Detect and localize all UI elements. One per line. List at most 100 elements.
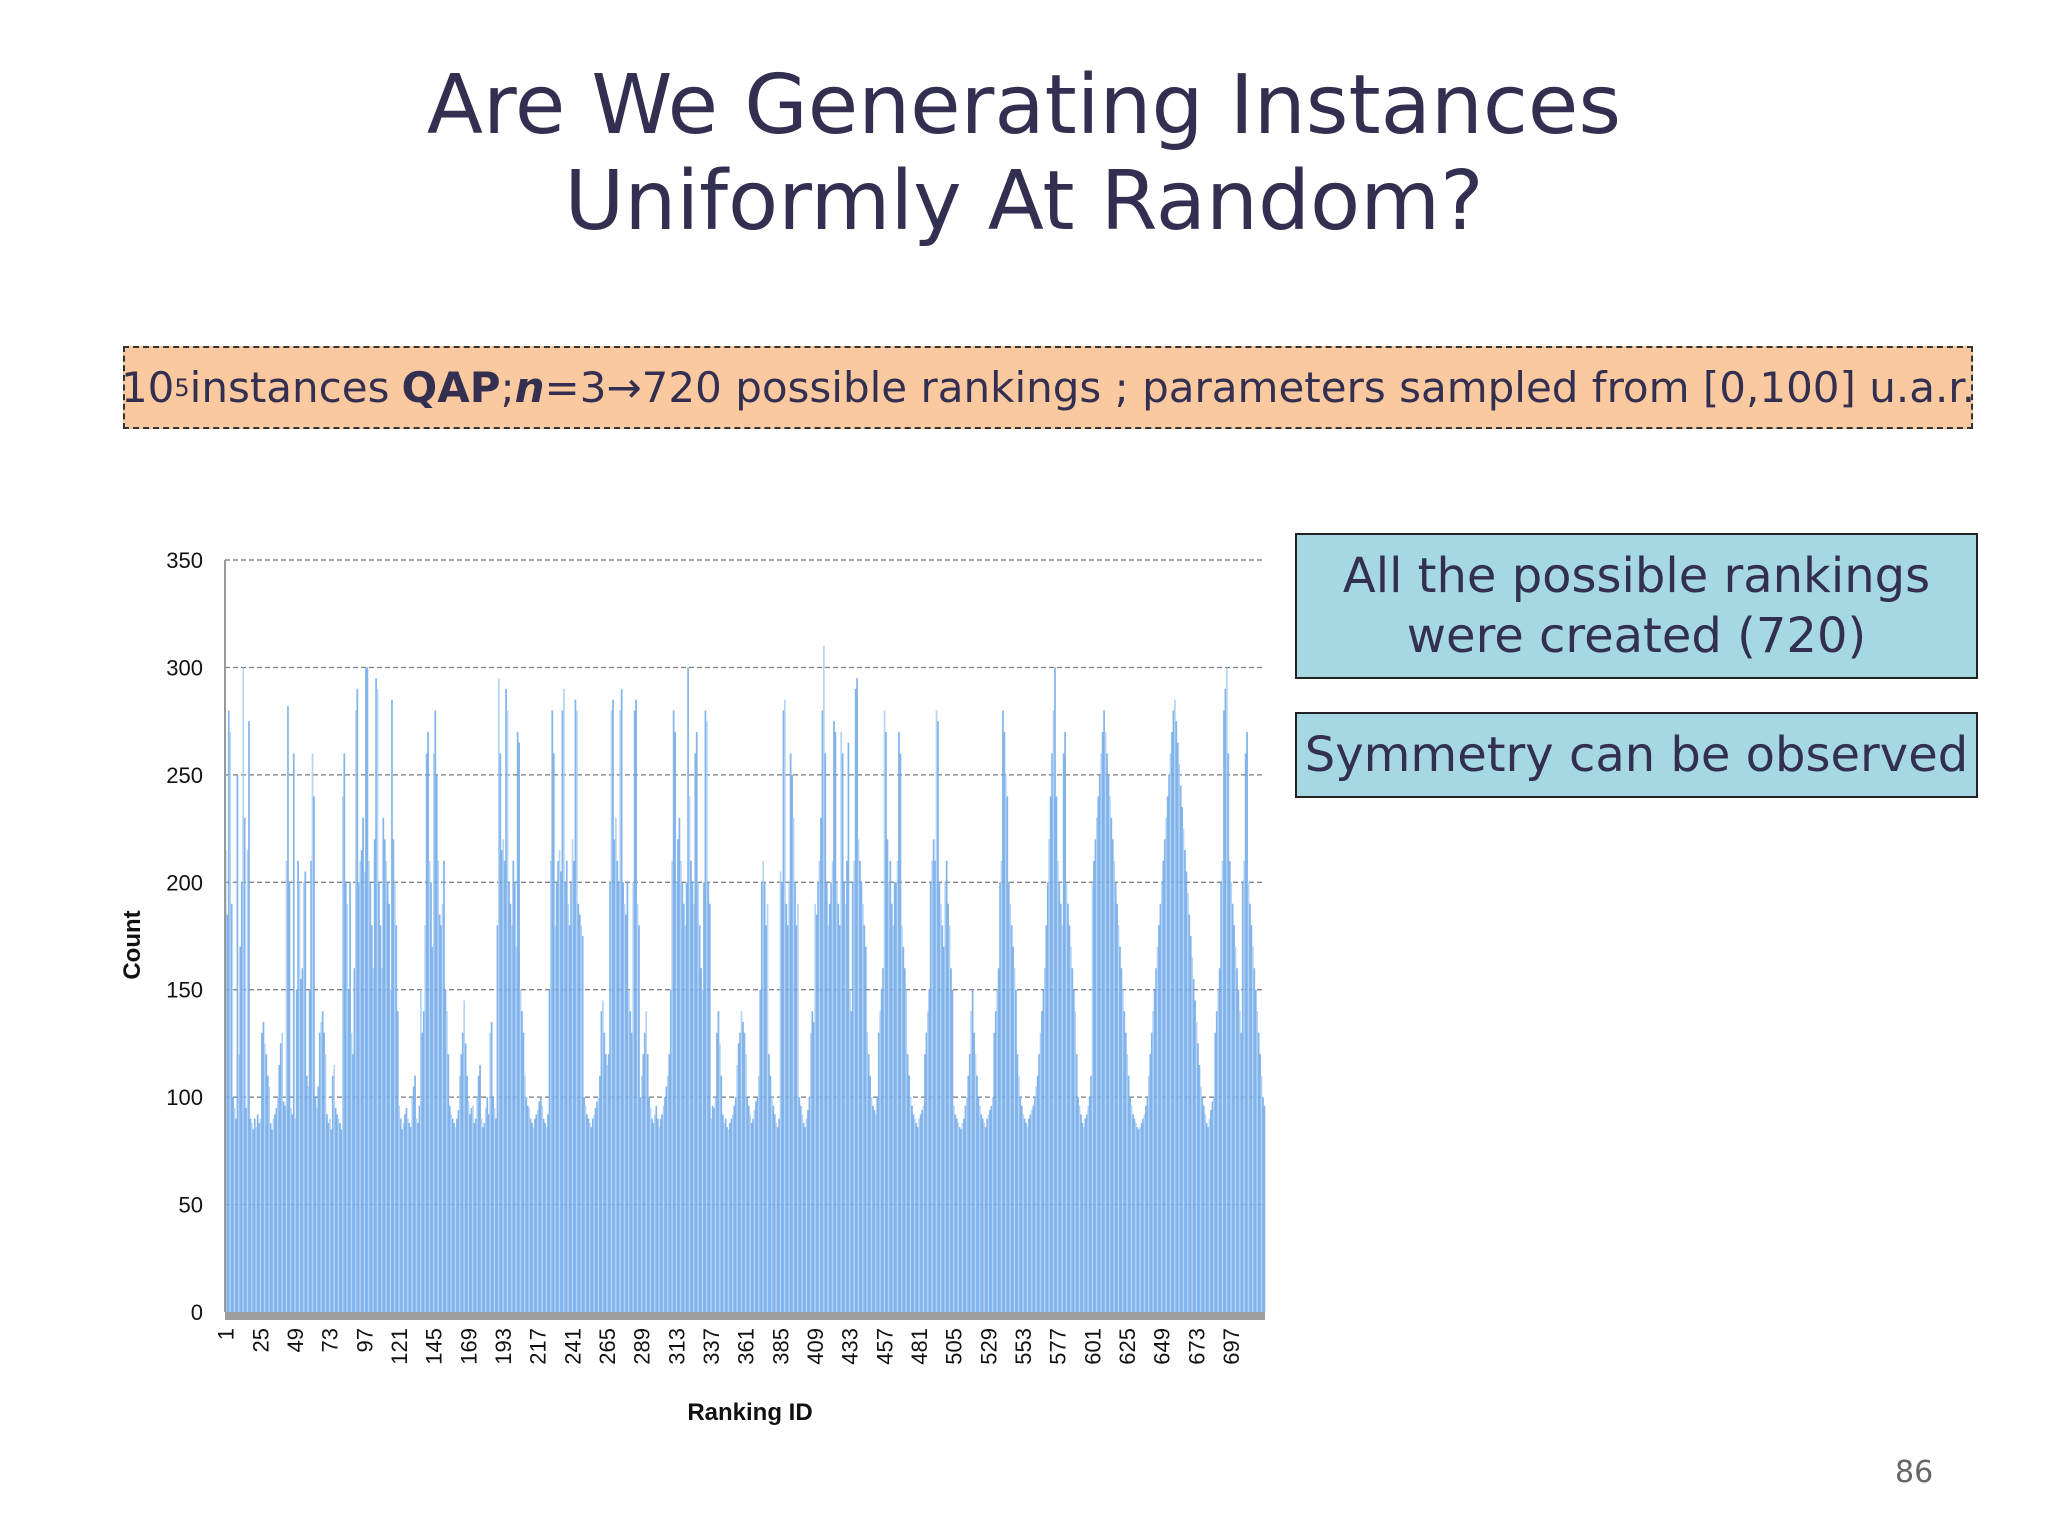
bar-620 — [1119, 946, 1121, 1312]
bar-662 — [1179, 785, 1182, 1312]
bar-679 — [1204, 1114, 1207, 1312]
bar-517 — [970, 1011, 973, 1312]
bar-401 — [802, 1122, 805, 1312]
bar-484 — [922, 1105, 925, 1312]
bar-451 — [875, 1114, 877, 1312]
banner-qap: QAP — [401, 363, 501, 412]
bar-296 — [651, 1118, 653, 1312]
bar-576 — [1055, 796, 1058, 1312]
bar-346 — [723, 1122, 726, 1312]
x-tick-label-505: 505 — [942, 1328, 967, 1365]
bar-272 — [616, 860, 619, 1312]
bar-302 — [659, 1118, 662, 1312]
bar-295 — [649, 1107, 652, 1312]
bar-616 — [1113, 860, 1116, 1312]
bar-548 — [1015, 989, 1017, 1312]
bar-310 — [671, 860, 674, 1312]
bar-429 — [843, 882, 845, 1312]
bar-528 — [986, 1118, 988, 1312]
bar-262 — [602, 1000, 604, 1312]
bar-172 — [472, 1105, 474, 1312]
bar-492 — [934, 860, 936, 1312]
bar-118 — [394, 882, 396, 1312]
bar-607 — [1100, 753, 1103, 1312]
bar-433 — [849, 989, 851, 1312]
bar-382 — [775, 1122, 778, 1312]
bar-72 — [327, 1122, 330, 1312]
x-tick-label-601: 601 — [1080, 1328, 1105, 1365]
bar-526 — [983, 1122, 986, 1312]
bar-498 — [942, 946, 945, 1312]
bar-572 — [1049, 796, 1052, 1312]
bar-512 — [963, 1118, 965, 1312]
title-line-1: Are We Generating Instances — [426, 58, 1622, 153]
bar-343 — [719, 1043, 721, 1312]
bar-700 — [1234, 946, 1237, 1312]
bar-177 — [479, 1064, 481, 1312]
bar-554 — [1023, 1118, 1026, 1312]
bar-227 — [551, 710, 554, 1312]
bar-600 — [1090, 1075, 1092, 1312]
bar-509 — [958, 1127, 961, 1312]
bar-157 — [450, 1114, 453, 1312]
x-tick-label-289: 289 — [630, 1328, 655, 1365]
bar-75 — [331, 1075, 334, 1312]
bar-480 — [916, 1127, 919, 1312]
bar-109 — [381, 968, 383, 1312]
bar-322 — [688, 796, 691, 1312]
bar-524 — [980, 1114, 983, 1312]
bar-530 — [989, 1110, 991, 1312]
bar-686 — [1214, 1032, 1217, 1312]
bar-652 — [1165, 817, 1168, 1312]
bar-124 — [402, 1122, 405, 1312]
bar-255 — [591, 1118, 594, 1312]
bar-551 — [1019, 1097, 1022, 1312]
bar-108 — [379, 925, 382, 1312]
bar-495 — [938, 882, 941, 1312]
bar-12 — [240, 882, 243, 1312]
bar-29 — [265, 1054, 268, 1312]
bar-173 — [473, 1122, 476, 1312]
bar-331 — [701, 989, 704, 1312]
bar-671 — [1192, 978, 1195, 1312]
bar-87 — [349, 882, 351, 1312]
bar-13 — [242, 667, 245, 1312]
bar-263 — [603, 1032, 606, 1312]
bar-629 — [1132, 1114, 1134, 1312]
bar-155 — [447, 1054, 450, 1312]
bar-261 — [600, 1011, 603, 1312]
bar-622 — [1122, 989, 1124, 1312]
bar-592 — [1078, 1105, 1081, 1312]
bar-565 — [1039, 1032, 1042, 1312]
bar-697 — [1230, 882, 1233, 1312]
bar-234 — [561, 710, 564, 1312]
x-tick-label-409: 409 — [803, 1328, 828, 1365]
bar-139 — [424, 925, 427, 1312]
bar-26 — [261, 1032, 263, 1312]
bar-690 — [1220, 882, 1222, 1312]
bar-647 — [1158, 925, 1160, 1312]
bar-626 — [1127, 1075, 1130, 1312]
bar-415 — [823, 645, 825, 1312]
bar-583 — [1065, 882, 1068, 1312]
bar-392 — [789, 753, 792, 1312]
bar-63 — [314, 1097, 317, 1312]
bar-653 — [1166, 796, 1169, 1312]
bar-119 — [395, 925, 398, 1312]
bar-91 — [355, 710, 357, 1312]
y-axis-label: Count — [119, 910, 146, 979]
bar-181 — [485, 1107, 487, 1312]
bar-207 — [522, 1032, 525, 1312]
bar-200 — [512, 860, 515, 1312]
bar-4 — [229, 731, 232, 1312]
bar-359 — [742, 1021, 744, 1312]
bar-24 — [258, 1122, 260, 1312]
bar-190 — [498, 678, 500, 1312]
bar-398 — [798, 1097, 801, 1312]
bar-2 — [226, 914, 229, 1312]
bar-570 — [1046, 882, 1049, 1312]
bar-588 — [1072, 989, 1075, 1312]
bar-674 — [1197, 1043, 1199, 1312]
bar-59 — [308, 989, 311, 1312]
bar-125 — [404, 1114, 406, 1312]
